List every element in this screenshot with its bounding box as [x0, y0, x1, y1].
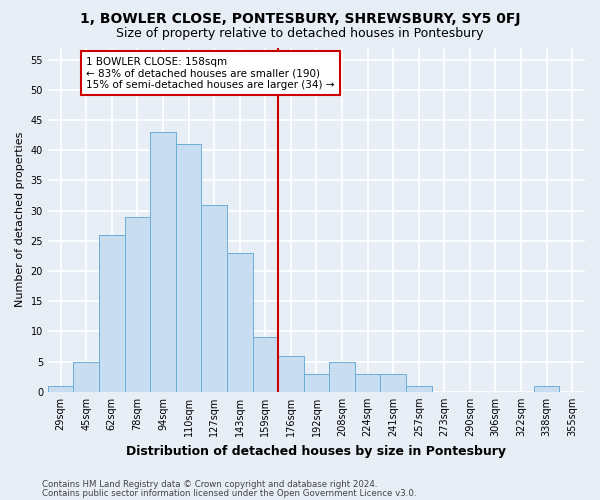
Y-axis label: Number of detached properties: Number of detached properties: [15, 132, 25, 308]
Bar: [125, 216, 150, 392]
Bar: [355, 374, 380, 392]
Bar: [202, 204, 227, 392]
Bar: [150, 132, 176, 392]
Text: Size of property relative to detached houses in Pontesbury: Size of property relative to detached ho…: [116, 28, 484, 40]
Bar: [253, 338, 278, 392]
Text: 1, BOWLER CLOSE, PONTESBURY, SHREWSBURY, SY5 0FJ: 1, BOWLER CLOSE, PONTESBURY, SHREWSBURY,…: [80, 12, 520, 26]
Text: Contains HM Land Registry data © Crown copyright and database right 2024.: Contains HM Land Registry data © Crown c…: [42, 480, 377, 489]
Bar: [534, 386, 559, 392]
Bar: [176, 144, 202, 392]
Bar: [99, 235, 125, 392]
Text: 1 BOWLER CLOSE: 158sqm
← 83% of detached houses are smaller (190)
15% of semi-de: 1 BOWLER CLOSE: 158sqm ← 83% of detached…: [86, 56, 335, 90]
Bar: [304, 374, 329, 392]
Bar: [48, 386, 73, 392]
Text: Contains public sector information licensed under the Open Government Licence v3: Contains public sector information licen…: [42, 488, 416, 498]
Bar: [380, 374, 406, 392]
Bar: [406, 386, 431, 392]
X-axis label: Distribution of detached houses by size in Pontesbury: Distribution of detached houses by size …: [127, 444, 506, 458]
Bar: [329, 362, 355, 392]
Bar: [227, 253, 253, 392]
Bar: [73, 362, 99, 392]
Bar: [278, 356, 304, 392]
